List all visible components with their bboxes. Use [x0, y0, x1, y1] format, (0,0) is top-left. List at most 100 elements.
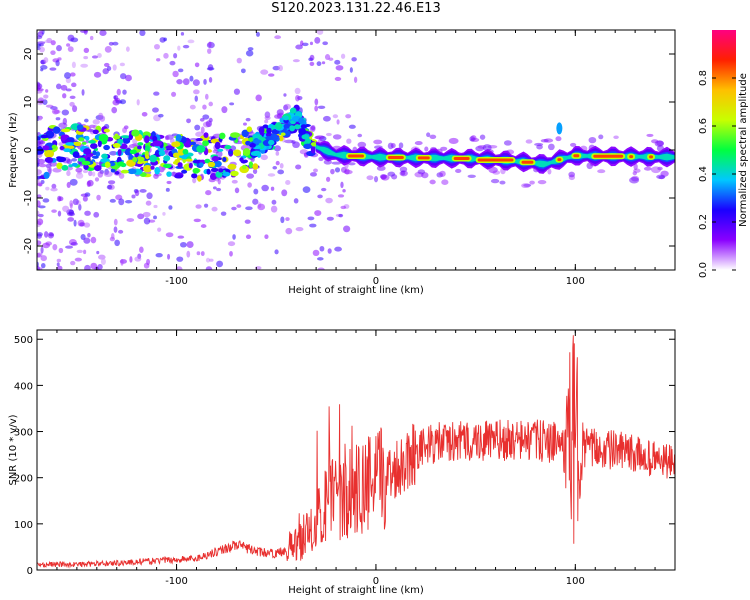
- halo-blob: [568, 171, 576, 178]
- noise-blob: [332, 114, 339, 119]
- spectral-blob: [81, 160, 91, 166]
- noise-blob: [108, 41, 114, 46]
- noise-blob: [86, 180, 91, 188]
- noise-blob: [45, 186, 50, 191]
- noise-blob: [69, 95, 76, 99]
- spectral-blob: [149, 154, 157, 163]
- noise-blob: [326, 176, 331, 182]
- noise-blob: [37, 194, 42, 199]
- noise-blob: [189, 104, 196, 110]
- noise-blob: [232, 234, 236, 240]
- noise-blob: [61, 109, 70, 116]
- noise-blob: [70, 260, 76, 266]
- noise-blob: [292, 59, 300, 63]
- noise-blob: [236, 204, 242, 208]
- noise-blob: [205, 257, 211, 263]
- noise-blob: [143, 262, 150, 269]
- noise-blob: [316, 30, 324, 35]
- halo-blob: [547, 143, 555, 151]
- spectral-blob: [177, 147, 185, 156]
- spectrogram-x-tick-label: 100: [566, 276, 585, 287]
- halo-blob: [260, 154, 268, 161]
- halo-blob: [429, 179, 436, 185]
- noise-blob: [44, 39, 52, 44]
- spectral-blob: [127, 168, 137, 175]
- noise-blob: [203, 78, 207, 85]
- spectral-blob: [42, 145, 50, 151]
- noise-blob: [57, 265, 63, 270]
- noise-blob: [342, 189, 346, 193]
- noise-blob: [165, 232, 174, 238]
- noise-blob: [345, 114, 352, 119]
- noise-blob: [187, 39, 195, 44]
- noise-blob: [234, 187, 240, 194]
- spectral-blob: [81, 141, 87, 145]
- noise-blob: [220, 211, 227, 216]
- halo-blob: [122, 127, 128, 134]
- noise-blob: [50, 187, 58, 192]
- halo-blob: [429, 134, 437, 139]
- halo-blob: [570, 142, 577, 147]
- noise-blob: [37, 43, 42, 48]
- noise-blob: [245, 50, 254, 57]
- spectrogram-y-tick-label: -20: [23, 238, 34, 254]
- noise-blob: [193, 89, 200, 95]
- halo-blob: [357, 133, 363, 138]
- noise-blob: [112, 64, 117, 71]
- colorbar-tick-label: 0.0: [698, 262, 709, 278]
- halo-blob: [192, 177, 197, 184]
- spectral-blob: [248, 161, 254, 169]
- spectrogram-y-tick-label: 0: [23, 147, 34, 153]
- spectral-blob: [242, 147, 251, 156]
- noise-blob: [87, 232, 91, 238]
- spectral-blob: [59, 146, 65, 151]
- spectral-blob: [185, 158, 193, 162]
- noise-blob: [205, 93, 209, 100]
- halo-blob: [521, 183, 531, 189]
- spectrogram-y-axis-label: Frequency (Hz): [8, 112, 19, 188]
- colorbar: 0.0 0.2 0.4 0.6 0.8 Normalized spectral ampl…: [698, 30, 749, 278]
- noise-blob: [71, 82, 77, 88]
- noise-blob: [314, 105, 319, 112]
- spectral-blob: [210, 167, 219, 172]
- spectral-blob: [89, 143, 98, 149]
- noise-blob: [351, 57, 357, 62]
- noise-blob: [57, 210, 62, 217]
- halo-blob: [58, 122, 68, 129]
- noise-blob: [186, 241, 194, 248]
- spectrogram-y-tick-label: 20: [23, 48, 34, 61]
- noise-blob: [267, 73, 275, 77]
- noise-blob: [107, 180, 116, 185]
- halo-blob: [343, 169, 353, 175]
- noise-blob: [246, 173, 255, 179]
- noise-blob: [124, 199, 133, 204]
- noise-blob: [307, 216, 315, 221]
- ridge-peak: [348, 154, 364, 158]
- noise-blob: [285, 227, 293, 235]
- noise-blob: [78, 203, 82, 211]
- ridge-peak: [557, 158, 562, 162]
- spectral-blob: [222, 157, 227, 162]
- snr-y-tick-label: 400: [14, 381, 33, 392]
- spectral-blob: [76, 124, 84, 130]
- noise-blob: [60, 84, 68, 91]
- noise-blob: [337, 194, 345, 198]
- ridge-peak: [521, 160, 534, 164]
- noise-blob: [312, 249, 320, 257]
- noise-blob: [37, 200, 41, 208]
- halo-blob: [49, 161, 58, 167]
- noise-blob: [83, 47, 90, 54]
- noise-blob: [112, 41, 119, 46]
- noise-blob: [192, 79, 200, 86]
- noise-blob: [189, 75, 194, 82]
- spectral-blob: [92, 129, 99, 135]
- spectral-blob: [209, 173, 217, 181]
- spectral-blob: [113, 135, 121, 140]
- noise-blob: [202, 104, 207, 110]
- halo-blob: [613, 135, 619, 140]
- noise-blob: [82, 169, 89, 174]
- snr-line: [37, 335, 675, 569]
- noise-blob: [180, 242, 187, 248]
- noise-blob: [68, 209, 75, 216]
